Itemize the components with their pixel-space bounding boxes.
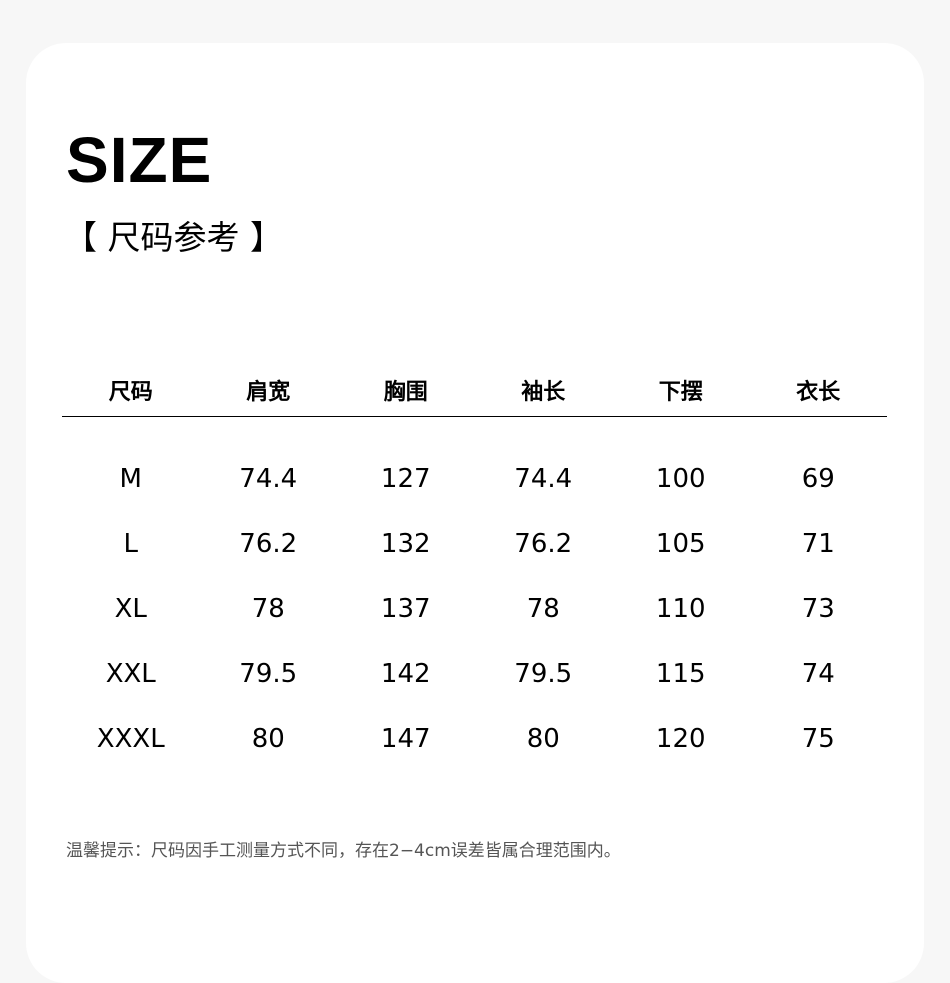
table-cell: 142	[380, 658, 431, 689]
table-cell: XXXL	[96, 723, 165, 754]
table-cell: 120	[655, 723, 706, 754]
table-cell: 105	[655, 528, 706, 559]
table-cell: 74	[801, 658, 835, 689]
table-row: XXL 79.5 142 79.5 115 74	[62, 641, 887, 706]
table-cell: 69	[801, 463, 835, 494]
table-cell: 79.5	[239, 658, 298, 689]
table-cell: 80	[251, 723, 285, 754]
table-cell: 75	[801, 723, 835, 754]
table-cell: 74.4	[239, 463, 298, 494]
measurement-note: 温馨提示：尺码因手工测量方式不同，存在2−4cm误差皆属合理范围内。	[66, 841, 621, 861]
table-header: 尺码 肩宽 胸围 袖长 下摆 衣长	[62, 364, 887, 417]
table-cell: 127	[380, 463, 431, 494]
table-cell: 78	[526, 593, 560, 624]
table-cell: 132	[380, 528, 431, 559]
column-header: 袖长	[521, 380, 566, 405]
table-cell: 80	[526, 723, 560, 754]
table-cell: 137	[380, 593, 431, 624]
table-row: M 74.4 127 74.4 100 69	[62, 446, 887, 511]
page-subtitle: 【 尺码参考 】	[64, 218, 283, 257]
table-cell: 74.4	[514, 463, 573, 494]
size-card	[26, 43, 924, 983]
table-cell: 71	[801, 528, 835, 559]
table-cell: 76.2	[239, 528, 298, 559]
table-cell: M	[119, 463, 142, 494]
table-cell: 100	[655, 463, 706, 494]
table-row: XL 78 137 78 110 73	[62, 576, 887, 641]
column-header: 下摆	[658, 380, 703, 405]
page-title: SIZE	[66, 124, 213, 196]
table-cell: XXL	[105, 658, 156, 689]
table-cell: 76.2	[514, 528, 573, 559]
table-cell: 79.5	[514, 658, 573, 689]
column-header: 衣长	[796, 380, 841, 405]
table-cell: 73	[801, 593, 835, 624]
table-row: XXXL 80 147 80 120 75	[62, 706, 887, 771]
table-cell: XL	[114, 593, 147, 624]
column-header: 肩宽	[246, 380, 291, 405]
table-cell: L	[123, 528, 139, 559]
column-header: 尺码	[108, 380, 153, 405]
table-cell: 110	[655, 593, 706, 624]
table-cell: 115	[655, 658, 706, 689]
table-cell: 78	[251, 593, 285, 624]
table-cell: 147	[380, 723, 431, 754]
size-table: 尺码 肩宽 胸围 袖长 下摆 衣长 M 74.4 127 74.4 100 69 L 76.2 132 76…	[62, 364, 887, 771]
table-row: L 76.2 132 76.2 105 71	[62, 511, 887, 576]
column-header: 胸围	[383, 380, 428, 405]
